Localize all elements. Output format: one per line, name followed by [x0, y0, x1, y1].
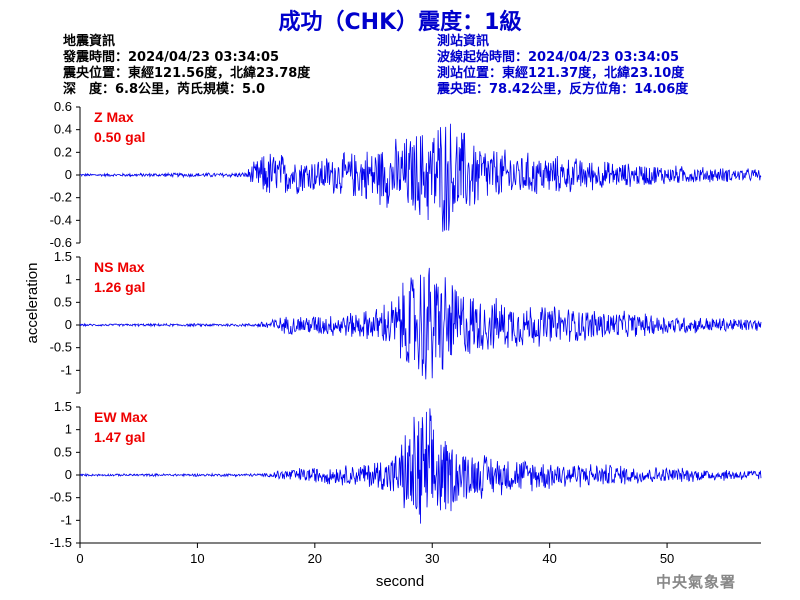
- y-tick-label: 0.5: [54, 294, 72, 309]
- y-tick-label: -1.5: [50, 535, 72, 550]
- wave-start-time: 波線起始時間：2024/04/23 03:34:05: [437, 50, 680, 65]
- y-tick-label: 1: [65, 272, 72, 287]
- x-axis-label: second: [376, 573, 424, 590]
- earthquake-info: 地震資訊 發震時間：2024/04/23 03:34:05 震央位置：東經121…: [63, 34, 310, 98]
- x-tick-label: 50: [660, 551, 674, 566]
- x-tick-label: 0: [76, 551, 83, 566]
- y-tick-label: 1.5: [54, 399, 72, 414]
- depth-magnitude: 深 度：6.8公里，芮氏規模：5.0: [63, 82, 266, 97]
- y-tick-label: 1.5: [54, 249, 72, 264]
- y-tick-label: -1: [60, 512, 72, 527]
- y-tick-label: -0.5: [50, 340, 72, 355]
- x-tick-label: 30: [425, 551, 439, 566]
- y-tick-label: 0.5: [54, 444, 72, 459]
- y-tick-label: -1: [60, 362, 72, 377]
- max-value-ns: 1.26 gal: [94, 279, 145, 295]
- origin-time: 發震時間：2024/04/23 03:34:05: [63, 50, 280, 65]
- x-tick-label: 20: [308, 551, 322, 566]
- trace-ns: [79, 267, 762, 380]
- y-tick-label: 1: [65, 422, 72, 437]
- y-axis-label: acceleration: [24, 263, 41, 344]
- y-tick-label: -0.6: [50, 235, 72, 250]
- y-tick-label: -0.5: [50, 490, 72, 505]
- y-tick-label: -0.2: [50, 190, 72, 205]
- max-label-ew: EW Max: [94, 409, 148, 425]
- station-location: 測站位置：東經121.37度，北緯23.10度: [437, 66, 685, 81]
- max-label-ns: NS Max: [94, 259, 145, 275]
- trace-ew: [79, 408, 762, 524]
- trace-z: [79, 123, 762, 232]
- distance-azimuth: 震央距：78.42公里，反方位角：14.06度: [437, 82, 689, 97]
- y-tick-label: 0: [65, 317, 72, 332]
- station-info: 測站資訊 波線起始時間：2024/04/23 03:34:05 測站位置：東經1…: [437, 34, 688, 98]
- x-tick-label: 40: [542, 551, 556, 566]
- max-value-ew: 1.47 gal: [94, 429, 145, 445]
- max-label-z: Z Max: [94, 109, 134, 125]
- y-tick-label: 0: [65, 167, 72, 182]
- agency-watermark: 中央氣象署: [656, 573, 737, 591]
- y-tick-label: 0.2: [54, 144, 72, 159]
- y-tick-label: 0.4: [54, 122, 72, 137]
- earthquake-info-heading: 地震資訊: [63, 34, 116, 49]
- x-tick-label: 10: [190, 551, 204, 566]
- y-tick-label: -0.4: [50, 212, 72, 227]
- chart-title: 成功（CHK）震度：1級: [278, 10, 522, 35]
- max-value-z: 0.50 gal: [94, 129, 145, 145]
- y-tick-label: 0.6: [54, 99, 72, 114]
- epicenter-location: 震央位置：東經121.56度，北緯23.78度: [63, 66, 311, 81]
- y-tick-label: 0: [65, 467, 72, 482]
- station-info-heading: 測站資訊: [437, 34, 490, 49]
